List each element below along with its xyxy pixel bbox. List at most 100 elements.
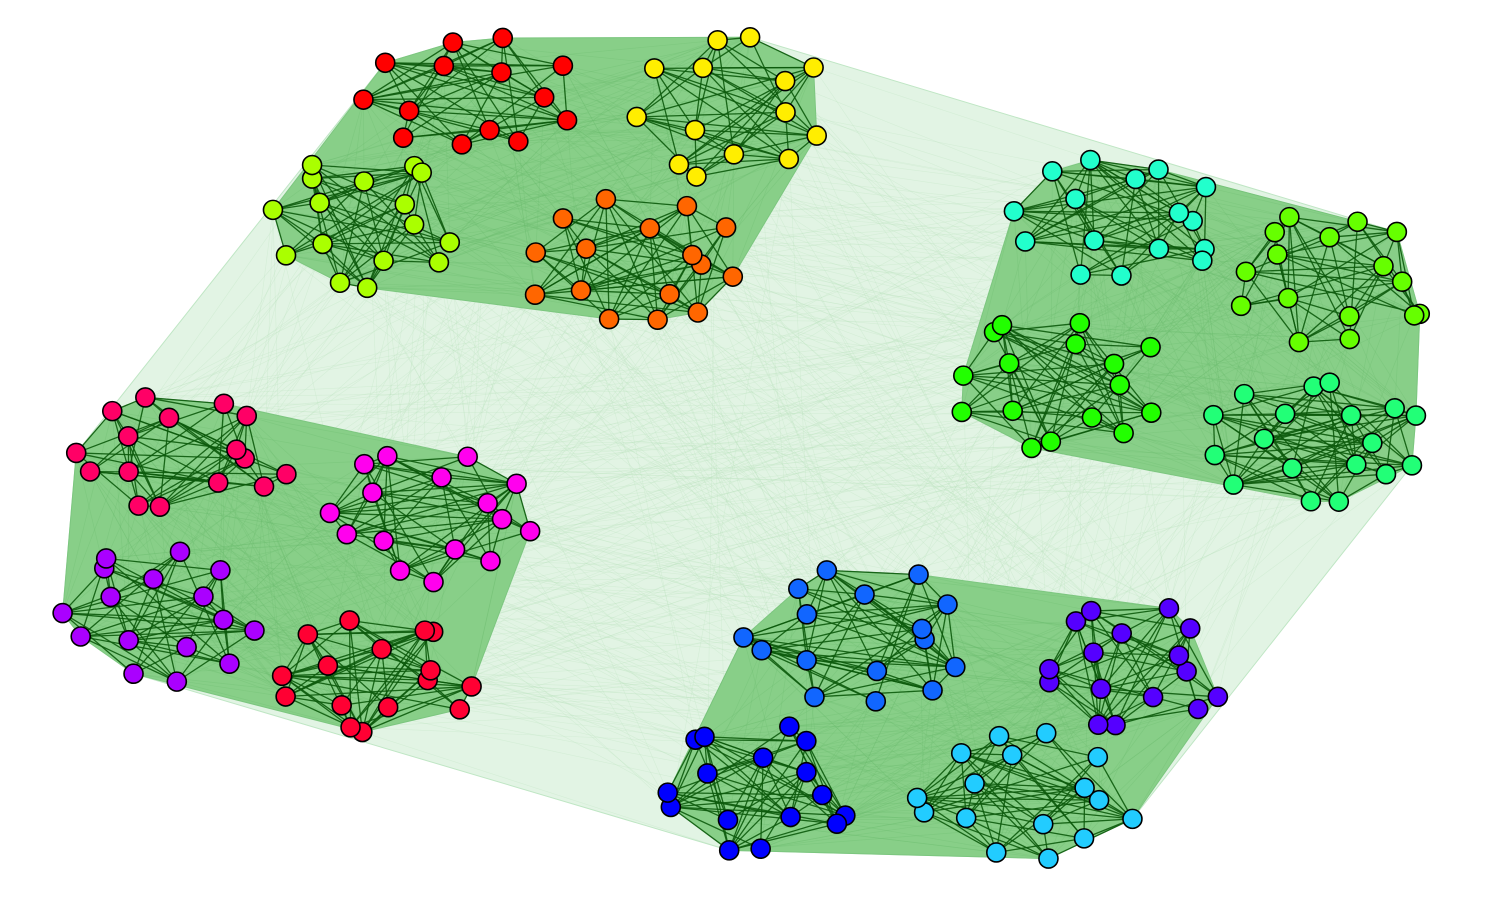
red-cluster-node <box>491 62 512 83</box>
indigo-cluster-node <box>1090 678 1112 700</box>
yellow-cluster-node <box>806 125 828 146</box>
inter-cluster-edge <box>1192 220 1395 409</box>
azure-cluster-node <box>865 691 887 712</box>
inter-cluster-edge <box>697 154 735 313</box>
intra-edge <box>1113 363 1125 434</box>
intra-edge <box>1298 265 1384 343</box>
inter-group-edge <box>657 319 808 615</box>
crimson-cluster-node <box>377 696 399 718</box>
inter-group-edge <box>813 67 995 333</box>
intra-edge <box>826 569 948 606</box>
intra-edge <box>159 415 248 508</box>
orange-cluster-node <box>525 242 547 263</box>
inter-cluster-edge <box>138 505 351 728</box>
rose-cluster-node <box>149 496 171 517</box>
inter-cluster-edge <box>543 97 610 320</box>
inter-cluster-edge <box>246 415 388 457</box>
intra-edge <box>728 726 790 851</box>
intra-edge <box>805 740 838 824</box>
intra-edge <box>1135 178 1207 188</box>
intra-edge <box>1292 463 1357 469</box>
yellow-green-cluster-node <box>428 252 450 273</box>
intra-edge <box>366 165 415 289</box>
inter-group-edge <box>490 375 964 562</box>
inter-group-edge <box>580 290 799 589</box>
inter-cluster-edge <box>110 596 382 650</box>
intra-edge <box>784 80 818 136</box>
inter-cluster-edge <box>822 783 975 796</box>
intra-edge <box>176 619 224 683</box>
intra-edge <box>1121 633 1154 698</box>
inter-cluster-edge <box>1075 343 1330 383</box>
inter-cluster-edge <box>449 135 817 243</box>
intra-edge <box>1120 186 1207 276</box>
yellow-cluster-node <box>692 57 714 79</box>
inter-cluster-edge <box>272 110 410 211</box>
intra-edge <box>1050 363 1115 443</box>
magenta-cluster-node <box>444 539 466 560</box>
inter-cluster-edge <box>836 639 925 824</box>
intra-edge <box>1291 414 1417 469</box>
inter-cluster-edge <box>790 655 1180 818</box>
intra-edge <box>1075 621 1099 725</box>
mint-cluster-node <box>1253 428 1275 450</box>
green-cluster-node <box>1113 422 1134 444</box>
intra-edge <box>1080 248 1205 276</box>
intra-edge <box>111 410 161 507</box>
intra-edge <box>585 227 651 250</box>
intra-edge <box>443 37 504 67</box>
intra-edge <box>1091 607 1169 612</box>
yellow-green-cluster-node <box>301 154 323 176</box>
inter-cluster-edge <box>421 135 817 173</box>
inter-cluster-edge <box>1050 386 1314 442</box>
inter-cluster-edge <box>263 486 283 676</box>
intra-edge <box>327 664 431 671</box>
inter-cluster-edge <box>404 204 536 295</box>
intra-edge <box>62 569 221 614</box>
intra-edge <box>696 158 789 178</box>
intra-edge <box>562 218 582 291</box>
mint-cluster-node <box>1384 397 1406 419</box>
intra-edge <box>80 619 224 638</box>
blue-cluster-node <box>697 763 718 784</box>
intra-edge <box>421 172 451 243</box>
inter-cluster-edge <box>789 696 1154 727</box>
intra-edge <box>366 172 423 289</box>
inter-cluster-edge <box>544 68 655 98</box>
teal-cluster-node <box>1003 200 1025 222</box>
inter-cluster-edge <box>104 502 488 569</box>
intra-edge <box>1329 236 1421 315</box>
inter-cluster-edge <box>363 99 817 136</box>
intra-edge <box>1245 271 1420 315</box>
inter-cluster-edge <box>112 410 434 583</box>
intra-edge <box>1025 186 1207 243</box>
intra-edge <box>1298 237 1331 343</box>
indigo-cluster-node <box>1158 598 1180 619</box>
intra-edge <box>917 574 956 668</box>
inter-cluster-edge <box>421 72 502 173</box>
inter-cluster-edge <box>918 574 1092 612</box>
intra-edge <box>1051 171 1082 275</box>
intra-edge <box>1097 607 1170 726</box>
intra-edge <box>372 492 488 504</box>
teal-cluster-node <box>1065 188 1086 210</box>
inter-cluster-edge <box>518 129 696 142</box>
inter-cluster-edge <box>409 110 680 165</box>
orange-cluster-node <box>682 244 703 266</box>
inter-cluster-edge <box>1013 211 1214 416</box>
inter-cluster-edge <box>518 80 786 142</box>
crimson-cluster-node <box>297 624 319 645</box>
intra-edge <box>534 248 587 296</box>
yellow-green-cluster-node <box>356 277 378 299</box>
inter-cluster-edge <box>76 452 472 687</box>
intra-edge <box>1079 322 1121 386</box>
intra-edge <box>1093 186 1207 242</box>
intra-edge <box>1045 732 1133 820</box>
inter-cluster-edge <box>1284 237 1330 414</box>
inter-cluster-edge <box>798 588 1100 801</box>
inter-cluster-edge <box>760 696 1154 850</box>
intra-edge <box>409 110 568 121</box>
inter-cluster-edge <box>1240 305 1293 469</box>
rose-cluster-node <box>65 442 87 464</box>
